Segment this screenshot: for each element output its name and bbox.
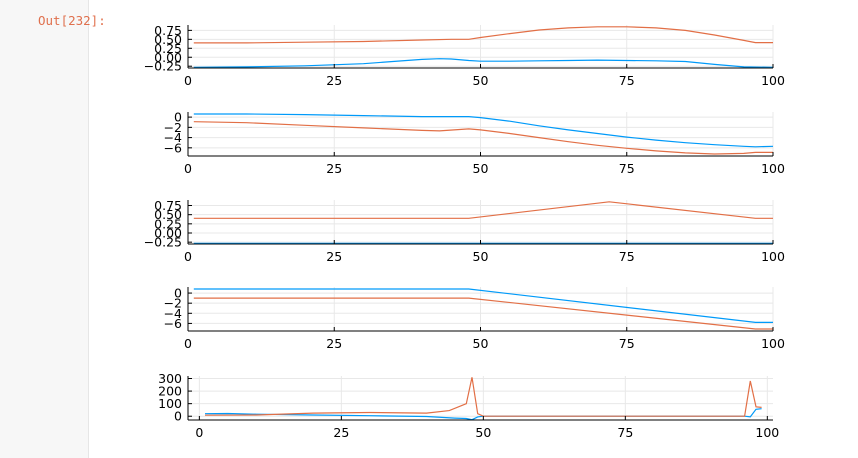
y-tick-label: −4 <box>164 306 182 321</box>
x-tick-label: 0 <box>184 161 192 176</box>
y-tick-label: 200 <box>158 384 182 399</box>
x-tick-label: 0 <box>184 73 192 88</box>
subplot-1: 0 25 50 75 100 −0.250.000.250.500.75 <box>144 23 785 88</box>
y-tick-label: 0 <box>174 110 182 125</box>
y-tick-label: 0 <box>174 286 182 301</box>
y-tick-label: −2 <box>164 296 182 311</box>
x-tick-label: 100 <box>761 249 785 264</box>
y-tick-label: 100 <box>158 396 182 411</box>
x-tick-label: 75 <box>619 161 635 176</box>
series-1-line <box>193 288 773 323</box>
x-tick-label: 25 <box>326 249 342 264</box>
x-tick-label: 75 <box>619 336 635 351</box>
series-1-line <box>193 58 774 68</box>
subplot-3: 0 25 50 75 100 −0.250.000.250.500.75 <box>144 198 785 264</box>
y-tick-label: 0.75 <box>154 198 182 213</box>
y-tick-label: −2 <box>164 120 182 135</box>
x-tick-label: 100 <box>761 336 785 351</box>
x-tick-label: 75 <box>619 249 635 264</box>
y-tick-label: 0 <box>174 409 182 424</box>
x-tick-label: 100 <box>761 73 785 88</box>
x-tick-label: 25 <box>326 336 342 351</box>
x-tick-label: 50 <box>473 249 489 264</box>
x-tick-label: 75 <box>619 73 635 88</box>
output-prompt: Out[232]: <box>38 13 106 28</box>
y-tick-label: 0.00 <box>154 226 182 241</box>
y-tick-label: −0.25 <box>144 59 182 74</box>
y-tick-label: −6 <box>164 316 182 331</box>
y-tick-label: 0.25 <box>154 41 182 56</box>
cell-gutter <box>0 0 89 458</box>
x-tick-label: 0 <box>195 425 203 440</box>
series-2-line <box>193 201 773 219</box>
x-tick-label: 25 <box>326 161 342 176</box>
x-tick-label: 50 <box>473 161 489 176</box>
x-tick-label: 50 <box>473 73 489 88</box>
series-1-line <box>193 113 774 148</box>
y-tick-label: 300 <box>158 371 182 386</box>
series-2-line <box>204 377 762 417</box>
x-tick-label: 75 <box>617 425 633 440</box>
y-tick-label: 0.50 <box>154 32 182 47</box>
x-tick-label: 0 <box>184 336 192 351</box>
x-tick-label: 100 <box>761 161 785 176</box>
x-tick-label: 25 <box>333 425 349 440</box>
x-tick-label: 50 <box>473 336 489 351</box>
y-tick-label: −4 <box>164 130 182 145</box>
y-tick-label: 0.75 <box>154 23 182 38</box>
x-tick-label: 50 <box>475 425 491 440</box>
y-tick-label: 0.50 <box>154 207 182 222</box>
series-2-line <box>193 26 773 44</box>
y-tick-label: 0.25 <box>154 216 182 231</box>
series-2-line <box>193 121 773 155</box>
x-tick-label: 25 <box>326 73 342 88</box>
x-tick-label: 0 <box>184 249 192 264</box>
series-2-line <box>193 297 773 330</box>
y-tick-label: −6 <box>164 140 182 155</box>
x-tick-label: 100 <box>755 425 779 440</box>
y-tick-label: −0.25 <box>144 235 182 250</box>
y-tick-label: 0.00 <box>154 50 182 65</box>
